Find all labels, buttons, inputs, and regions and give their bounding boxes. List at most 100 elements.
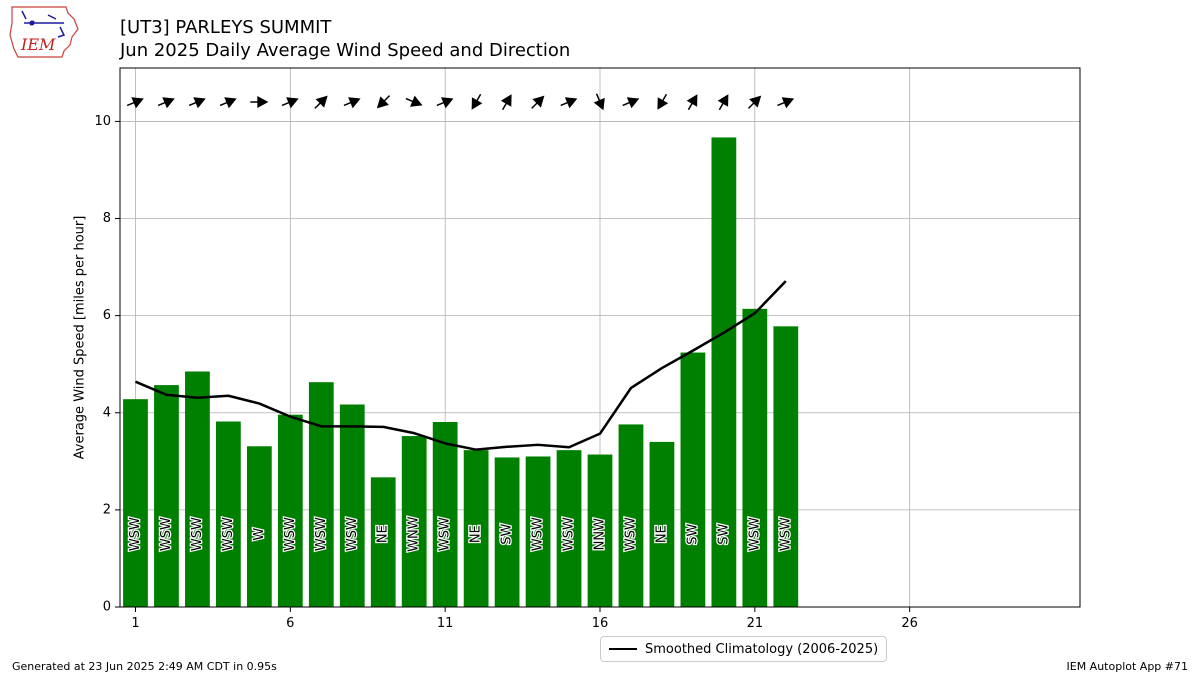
- bar-day-18: [649, 441, 675, 607]
- wind-arrow-head: [593, 97, 605, 111]
- bar-day-21: [742, 308, 768, 607]
- wind-arrow-head: [657, 97, 669, 110]
- direction-label-day-17: WSW: [623, 517, 638, 551]
- direction-labels: WSW WSW WSW WSW W WSW WSW WSW NE WNW WSW NE SW WSW WSW…: [127, 515, 795, 553]
- direction-label-day-12: NE: [469, 525, 484, 543]
- wind-arrow-day-8: [343, 97, 361, 109]
- wind-arrow-day-1: [126, 97, 144, 109]
- direction-arrows: [126, 93, 795, 111]
- wind-arrow-head: [532, 95, 545, 108]
- bar-day-6: [277, 414, 303, 607]
- wind-arrow-day-11: [436, 97, 454, 109]
- wind-arrow-head: [441, 97, 454, 109]
- direction-label-day-15: WSW: [562, 517, 577, 551]
- bar-day-15: [556, 450, 582, 607]
- wind-arrow-day-6: [281, 97, 299, 109]
- wind-arrow-day-3: [188, 97, 206, 109]
- bar-day-13: [494, 457, 520, 607]
- direction-label-day-18: NE: [654, 525, 669, 543]
- direction-label-day-11: WSW: [438, 517, 453, 551]
- wind-arrow-head: [471, 97, 483, 110]
- wind-arrow-day-10: [405, 95, 423, 107]
- bar-day-8: [339, 404, 365, 607]
- direction-label-day-13: SW: [500, 523, 515, 544]
- y-axis-label: Average Wind Speed [miles per hour]: [73, 216, 88, 460]
- wind-arrow-head: [500, 94, 512, 107]
- wind-arrow-head: [193, 97, 206, 109]
- app-label: IEM Autoplot App #71: [1066, 660, 1189, 673]
- chart-title: [UT3] PARLEYS SUMMIT: [120, 17, 332, 38]
- bar-day-9: [370, 477, 396, 607]
- wind-arrow-head: [286, 97, 299, 109]
- wind-arrow-day-20: [717, 94, 729, 111]
- bar-day-2: [154, 385, 179, 607]
- wind-arrow-day-5: [250, 95, 269, 108]
- wind-arrow-head: [410, 95, 423, 107]
- wind-arrow-head: [257, 95, 269, 108]
- wind-arrow-head: [564, 97, 578, 109]
- wind-arrow-head: [348, 97, 361, 109]
- bar-day-4: [216, 421, 241, 607]
- wind-arrow-head: [717, 94, 729, 107]
- legend: Smoothed Climatology (2006-2025): [600, 636, 888, 662]
- direction-label-day-4: WSW: [221, 517, 236, 551]
- wind-arrow-day-18: [657, 93, 669, 110]
- direction-label-day-14: WSW: [531, 517, 546, 551]
- wind-arrow-day-4: [219, 97, 237, 109]
- wind-arrow-day-9: [376, 95, 391, 109]
- bar-day-19: [680, 352, 706, 607]
- wind-arrow-head: [749, 95, 762, 108]
- bar-day-22: [773, 326, 799, 607]
- wind-arrow-head: [781, 97, 795, 109]
- wind-arrow-head: [626, 97, 640, 109]
- wind-arrow-head: [162, 97, 175, 109]
- direction-label-day-19: SW: [685, 523, 700, 544]
- direction-label-day-8: WSW: [345, 517, 360, 551]
- direction-label-day-6: WSW: [283, 517, 298, 551]
- wind-arrow-day-16: [593, 93, 605, 111]
- x-tick-label: 11: [437, 616, 454, 631]
- wind-arrow-head: [686, 94, 698, 107]
- y-tick-label: 6: [103, 308, 111, 323]
- wind-arrow-day-15: [560, 97, 578, 109]
- wind-arrow-day-2: [157, 97, 175, 109]
- direction-label-day-3: WSW: [190, 517, 205, 551]
- y-tick-label: 2: [103, 502, 111, 517]
- x-tick-label: 1: [131, 616, 139, 631]
- x-tick-label: 21: [747, 616, 764, 631]
- wind-arrow-day-12: [471, 93, 483, 110]
- bar-day-1: [123, 399, 148, 607]
- bar-day-10: [401, 436, 427, 607]
- x-tick-label: 26: [901, 616, 918, 631]
- bar-day-7: [308, 382, 334, 607]
- direction-label-day-21: WSW: [747, 517, 762, 551]
- y-tick-label: 0: [103, 600, 111, 615]
- climatology-line: [134, 280, 787, 451]
- wind-arrow-day-13: [500, 94, 512, 111]
- y-tick-label: 8: [103, 211, 111, 226]
- x-tick-label: 6: [286, 616, 294, 631]
- y-tick-label: 10: [94, 114, 111, 129]
- wind-arrow-day-7: [314, 95, 328, 109]
- direction-label-day-16: NNW: [593, 518, 608, 550]
- bar-day-17: [618, 424, 644, 607]
- direction-label-day-1: WSW: [128, 517, 143, 551]
- direction-label-day-20: SW: [716, 523, 731, 544]
- bar-day-3: [185, 371, 210, 607]
- wind-arrow-day-22: [777, 97, 795, 109]
- chart-subtitle: Jun 2025 Daily Average Wind Speed and Di…: [120, 40, 571, 61]
- iem-logo: IEM: [9, 6, 79, 58]
- bar-day-11: [432, 421, 458, 607]
- y-tick-label: 4: [103, 405, 111, 420]
- wind-arrow-day-17: [622, 97, 640, 109]
- bar-day-20: [711, 137, 737, 608]
- bar-day-12: [463, 450, 489, 607]
- direction-label-day-7: WSW: [314, 517, 329, 551]
- climatology-polyline: [134, 280, 787, 451]
- direction-label-day-5: W: [252, 528, 267, 541]
- wind-arrow-day-14: [531, 95, 545, 109]
- logo-text: IEM: [20, 35, 56, 54]
- bar-day-14: [525, 456, 551, 607]
